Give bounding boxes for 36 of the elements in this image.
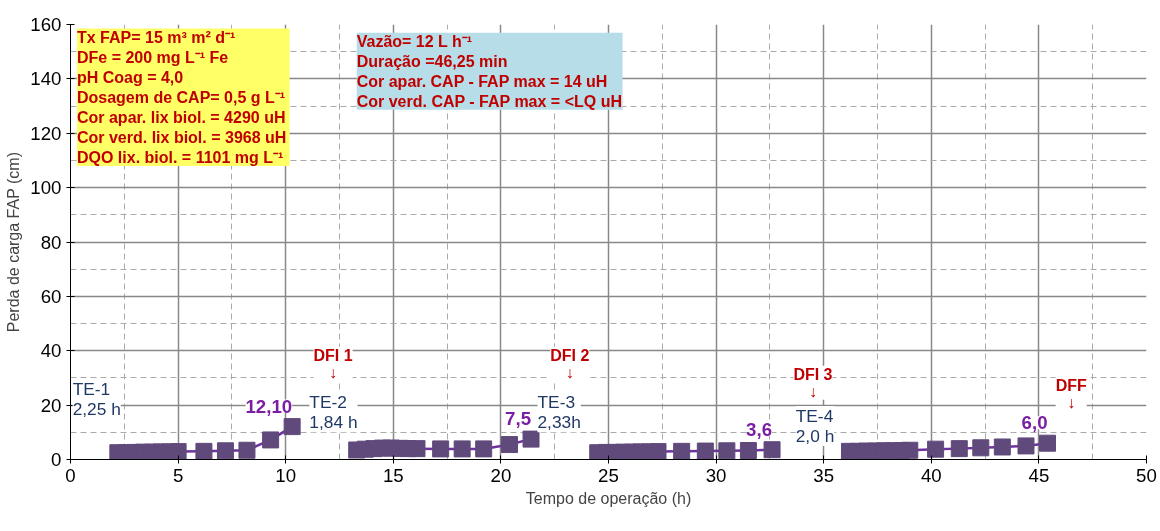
x-tick-label: 10 — [275, 464, 297, 486]
x-tick-label: 35 — [813, 464, 835, 486]
y-tick-label: 20 — [40, 394, 62, 416]
y-tick-label: 160 — [30, 14, 62, 35]
x-tick-label: 50 — [1136, 464, 1157, 486]
annotation: TE-3 2,33h — [537, 392, 581, 433]
annotation: DFI 3 ↓ — [793, 365, 833, 400]
data-label: 3,6 — [746, 418, 773, 440]
x-tick-label: 25 — [598, 464, 619, 486]
x-tick-label: 5 — [172, 464, 184, 486]
y-tick-label: 0 — [51, 449, 62, 470]
annotation: TE-4 2,0 h — [795, 405, 835, 446]
x-tick-label: 0 — [65, 464, 76, 486]
y-axis-title: Perda de carga FAP (cm) — [5, 152, 23, 333]
data-label: 12,10 — [245, 395, 293, 417]
y-tick-label: 60 — [40, 285, 62, 307]
y-tick-label: 120 — [30, 122, 62, 144]
y-tick-label: 100 — [30, 177, 62, 199]
x-tick-label: 30 — [705, 464, 727, 486]
data-label: 7,5 — [505, 408, 532, 430]
x-tick-label: 45 — [1028, 464, 1050, 486]
annotation: TE-2 1,84 h — [309, 392, 358, 433]
annotation: Tx FAP= 15 m³ m² d⁻¹ DFe = 200 mg L⁻¹ Fe pH Coag = 4,0 Dosagem de CAP= 0,5 g L⁻¹ Cor apar. lix biol. = 4290 uH Cor verd. lix biol. = 3968 uH DQO lix. biol. = 1101 mg L⁻¹ — [76, 28, 287, 166]
x-tick-label: 20 — [490, 464, 512, 486]
annotation: TE-1 2,25 h — [72, 378, 121, 419]
x-tick-label: 40 — [920, 464, 942, 486]
annotation: DFI 1 ↓ — [313, 346, 353, 381]
y-tick-label: 80 — [40, 231, 62, 253]
y-tick-label: 140 — [30, 68, 62, 90]
annotation: Vazão= 12 L h⁻¹ Duração =46,25 min Cor apar. CAP - FAP max = 14 uH Cor verd. CAP - FAP max = <LQ uH — [356, 32, 622, 110]
x-tick-label: 15 — [382, 464, 404, 486]
annotation: DFF ↓ — [1055, 376, 1087, 411]
annotation: DFI 2 ↓ — [550, 346, 590, 381]
x-axis-title: Tempo de operação (h) — [525, 489, 692, 507]
data-label: 6,0 — [1021, 412, 1048, 434]
y-tick-label: 40 — [40, 340, 62, 362]
